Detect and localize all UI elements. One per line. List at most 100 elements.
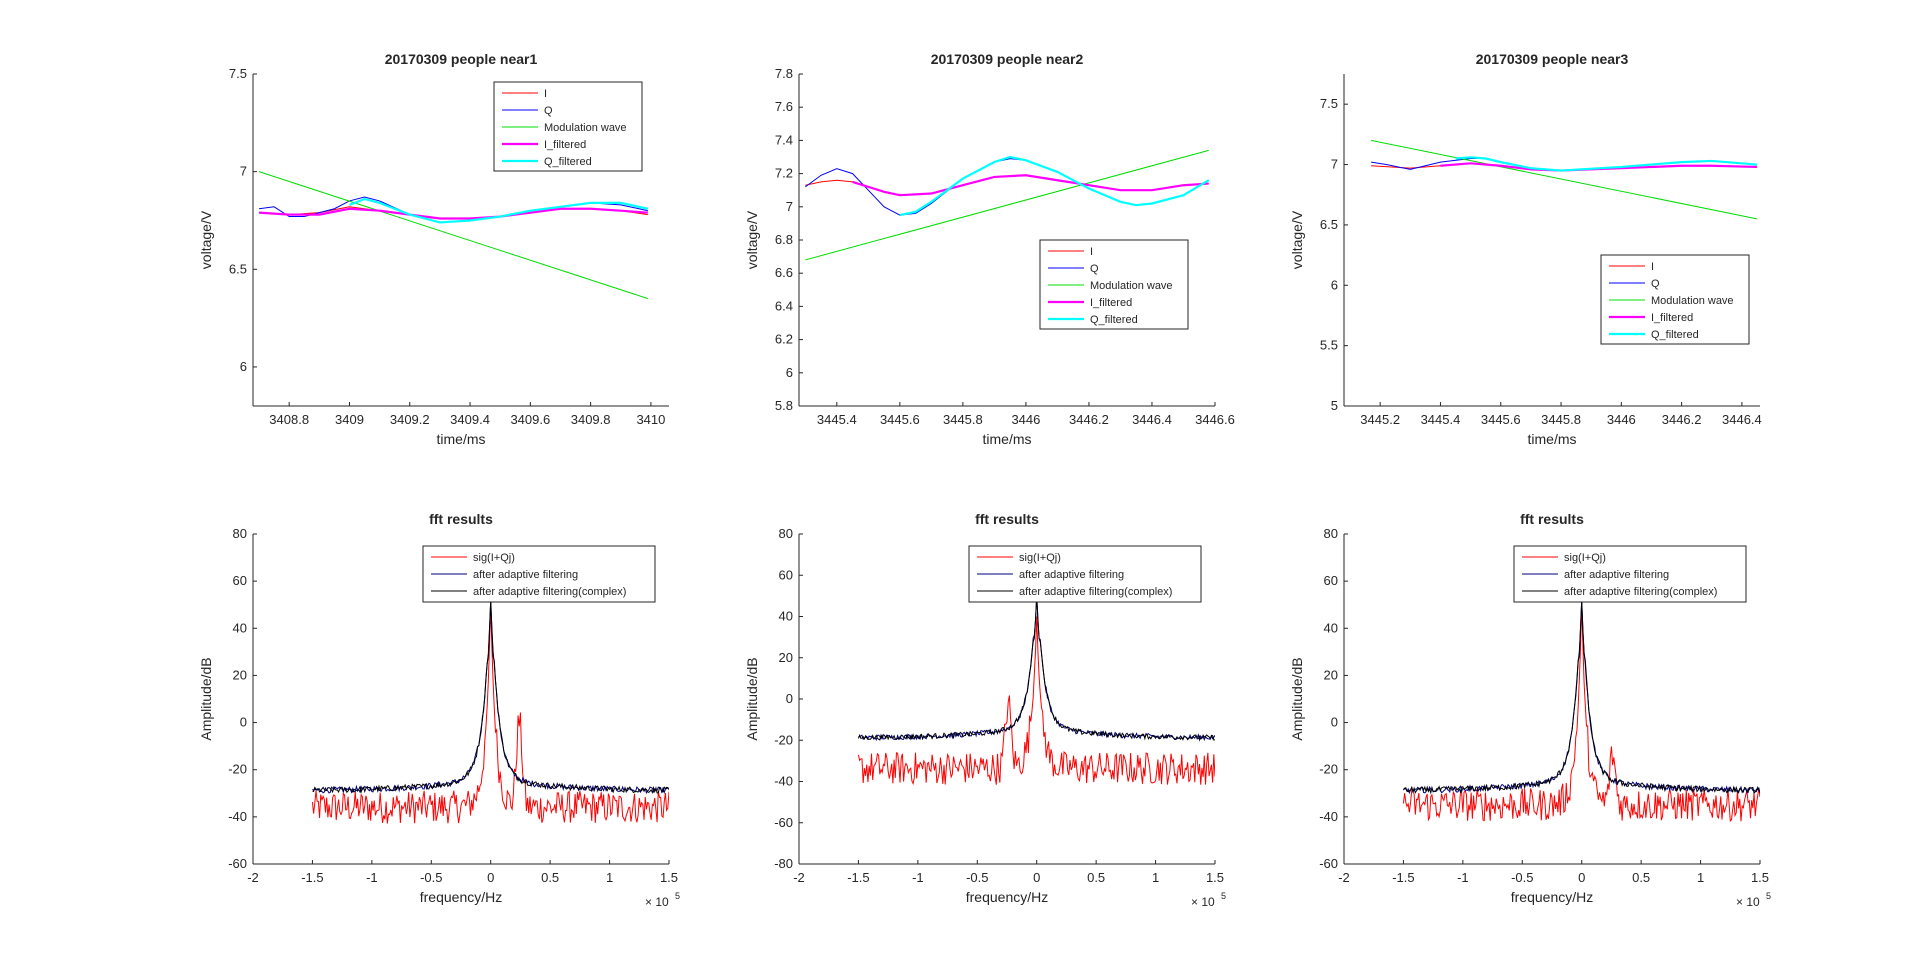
series-line-q-filtered — [349, 197, 649, 224]
y-tick-label: -40 — [1319, 809, 1338, 824]
y-tick-label: 60 — [233, 573, 247, 588]
x-tick-label: -0.5 — [966, 870, 988, 885]
legend-entry: after adaptive filtering(complex) — [473, 586, 626, 598]
x-tick-label: -2 — [247, 870, 259, 885]
x-tick-label: 3446.4 — [1722, 412, 1762, 427]
x-axis-label: frequency/Hz — [966, 889, 1048, 905]
y-tick-label: -40 — [228, 809, 247, 824]
x-tick-label: 3445.8 — [943, 412, 983, 427]
y-tick-label: 7 — [786, 199, 793, 214]
legend-entry: Q_filtered — [1651, 329, 1699, 341]
y-tick-label: 20 — [233, 667, 247, 682]
x-tick-label: 1 — [1697, 870, 1704, 885]
y-tick-label: 0 — [786, 691, 793, 706]
subplot-1: 3408.8 3409 3409.2 3409.4 3409.6 3409.8 3410 6 6… — [198, 51, 669, 447]
x-tick-label: -1 — [1457, 870, 1469, 885]
x-tick-label: 0 — [1578, 870, 1585, 885]
y-tick-label: 0 — [240, 715, 247, 730]
x-tick-label: 3409.4 — [450, 412, 490, 427]
y-axis-label: voltage/V — [198, 210, 214, 269]
x-axis-label: time/ms — [1528, 431, 1577, 447]
x-tick-label: 3446.4 — [1132, 412, 1172, 427]
x-tick-label: -1 — [912, 870, 924, 885]
x-tick-label: 3410 — [636, 412, 665, 427]
legend-entry: I_filtered — [1090, 297, 1132, 309]
legend-entry: Q — [1651, 278, 1660, 290]
x-axis-label: frequency/Hz — [1511, 889, 1593, 905]
x-tick-label: 3409.2 — [390, 412, 430, 427]
y-tick-label: 6.2 — [775, 332, 793, 347]
subplot-3: 3445.2 3445.4 3445.6 3445.8 3446 3446.2 3446.4… — [1289, 51, 1762, 447]
x-exponent-power: 5 — [1221, 891, 1226, 901]
x-tick-label: 3445.8 — [1541, 412, 1581, 427]
y-tick-label: 80 — [233, 526, 247, 541]
y-tick-label: -40 — [774, 774, 793, 789]
y-tick-label: -60 — [228, 856, 247, 871]
y-tick-label: 7 — [240, 164, 247, 179]
x-exponent-power: 5 — [675, 891, 680, 901]
x-tick-label: -2 — [1338, 870, 1350, 885]
y-tick-label: 60 — [779, 567, 793, 582]
x-tick-label: 3446.2 — [1662, 412, 1702, 427]
y-tick-label: 80 — [779, 526, 793, 541]
y-tick-label: 7.6 — [775, 99, 793, 114]
series-line-q-filtered — [899, 155, 1210, 217]
x-tick-label: 3408.8 — [269, 412, 309, 427]
y-axis-label: Amplitude/dB — [1289, 657, 1305, 740]
y-tick-label: -80 — [774, 856, 793, 871]
series-group — [258, 171, 649, 300]
subplot-6: -2 -1.5 -1 -0.5 0 0.5 1 1.5 -60 -40 -20 0 20 40 60 80 ff… — [1289, 511, 1771, 909]
x-tick-label: 1.5 — [1751, 870, 1769, 885]
x-tick-label: 3445.6 — [880, 412, 920, 427]
y-tick-label: 40 — [233, 620, 247, 635]
x-tick-label: 3445.2 — [1360, 412, 1400, 427]
legend-entry: after adaptive filtering(complex) — [1019, 586, 1172, 598]
chart-title: 20170309 people near2 — [931, 51, 1084, 67]
x-tick-label: 1 — [1152, 870, 1159, 885]
subplot-4: -2 -1.5 -1 -0.5 0 0.5 1 1.5 -60 -40 -20 0 20 40 60 80 ff… — [198, 511, 680, 909]
y-axis-label: Amplitude/dB — [198, 657, 214, 740]
legend-entry: Q_filtered — [1090, 314, 1138, 326]
y-tick-label: 0 — [1331, 715, 1338, 730]
y-tick-label: 60 — [1324, 573, 1338, 588]
x-axis-label: time/ms — [983, 431, 1032, 447]
x-exponent-label: × 10 — [1191, 895, 1215, 909]
legend: sig(I+Qj) after adaptive filtering after a… — [1513, 545, 1747, 603]
x-tick-label: -1.5 — [1392, 870, 1414, 885]
y-tick-label: 20 — [779, 650, 793, 665]
subplot-5: -2 -1.5 -1 -0.5 0 0.5 1 1.5 -80 -60 -40 -20 0 20 40 60 8… — [744, 511, 1226, 909]
y-axis-label: voltage/V — [744, 210, 760, 269]
series-line-modulation-wave — [258, 171, 649, 300]
series-line-q-filtered — [1455, 156, 1758, 172]
y-tick-label: 40 — [1324, 620, 1338, 635]
legend-entry: after adaptive filtering — [1019, 569, 1124, 581]
y-tick-label: 7.8 — [775, 66, 793, 81]
x-tick-label: 0.5 — [541, 870, 559, 885]
x-tick-label: -0.5 — [1511, 870, 1533, 885]
chart-title: fft results — [975, 511, 1039, 527]
x-tick-label: -1.5 — [301, 870, 323, 885]
y-tick-label: 7.2 — [775, 166, 793, 181]
x-tick-label: 1 — [606, 870, 613, 885]
x-tick-label: 3445.4 — [1421, 412, 1461, 427]
legend-entry: I_filtered — [1651, 312, 1693, 324]
y-tick-label: -20 — [774, 732, 793, 747]
y-tick-label: 80 — [1324, 526, 1338, 541]
x-tick-label: 0.5 — [1632, 870, 1650, 885]
x-tick-label: 1.5 — [660, 870, 678, 885]
subplot-2: 3445.4 3445.6 3445.8 3446 3446.2 3446.4 3446.6… — [744, 51, 1235, 447]
x-tick-label: 1.5 — [1206, 870, 1224, 885]
x-tick-label: 0 — [487, 870, 494, 885]
chart-title: 20170309 people near3 — [1476, 51, 1629, 67]
y-tick-label: 6 — [240, 359, 247, 374]
y-tick-label: 6.4 — [775, 298, 793, 313]
legend-entry: Modulation wave — [1651, 295, 1734, 307]
legend-entry: after adaptive filtering — [473, 569, 578, 581]
x-tick-label: 3445.4 — [817, 412, 857, 427]
x-tick-label: -1.5 — [847, 870, 869, 885]
y-tick-label: 7.4 — [775, 132, 793, 147]
legend-entry: Modulation wave — [1090, 280, 1173, 292]
series-group — [1371, 139, 1758, 220]
y-tick-label: 6 — [1331, 277, 1338, 292]
